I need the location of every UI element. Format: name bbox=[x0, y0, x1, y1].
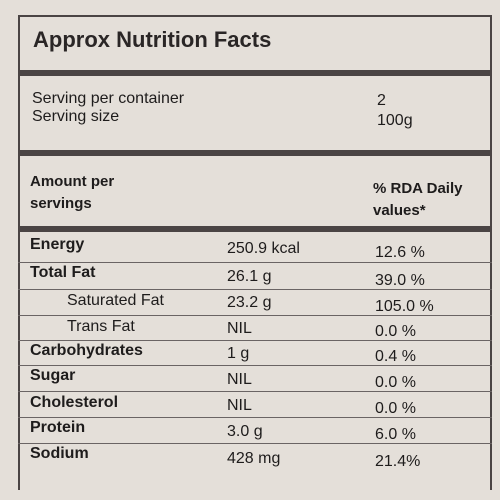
nutrient-name: Sodium bbox=[30, 445, 89, 462]
nutrient-name: Total Fat bbox=[30, 264, 96, 281]
nutrient-rda: 21.4% bbox=[375, 453, 421, 470]
nutrient-amount: NIL bbox=[227, 397, 252, 414]
nutrient-rda: 0.0 % bbox=[375, 400, 416, 417]
nutrient-name: Carbohydrates bbox=[30, 342, 143, 359]
amount-header-line1: Amount per bbox=[30, 173, 115, 190]
row-divider bbox=[18, 262, 492, 263]
amount-per-serving-header: Amount per servings bbox=[30, 171, 114, 215]
serving-size-label: Serving size bbox=[32, 108, 120, 125]
serving-per-container-value: 2 bbox=[377, 92, 386, 109]
label-frame bbox=[18, 15, 492, 490]
row-divider bbox=[18, 365, 492, 366]
nutrient-amount: 23.2 g bbox=[227, 294, 272, 311]
nutrient-amount: 26.1 g bbox=[227, 268, 272, 285]
nutrient-amount: 250.9 kcal bbox=[227, 240, 300, 257]
nutrient-name: Sugar bbox=[30, 367, 76, 384]
row-divider bbox=[18, 417, 492, 418]
nutrient-amount: NIL bbox=[227, 320, 252, 337]
nutrient-name: Energy bbox=[30, 236, 85, 253]
nutrient-rda: 6.0 % bbox=[375, 426, 416, 443]
nutrient-amount: 3.0 g bbox=[227, 423, 263, 440]
title-divider bbox=[18, 70, 492, 76]
nutrient-name: Cholesterol bbox=[30, 394, 119, 411]
rda-header-line2: values* bbox=[373, 202, 426, 219]
nutrient-amount: 1 g bbox=[227, 345, 250, 362]
nutrient-rda: 0.4 % bbox=[375, 348, 416, 365]
row-divider bbox=[18, 315, 492, 316]
serving-size-value: 100g bbox=[377, 112, 413, 129]
nutrient-name: Trans Fat bbox=[67, 318, 135, 335]
row-divider bbox=[18, 340, 492, 341]
nutrient-rda: 0.0 % bbox=[375, 323, 416, 340]
nutrient-rda: 0.0 % bbox=[375, 374, 416, 391]
serving-divider bbox=[18, 150, 492, 156]
nutrient-rda: 105.0 % bbox=[375, 298, 434, 315]
nutrient-amount: 428 mg bbox=[227, 450, 281, 467]
amount-header-line2: servings bbox=[30, 195, 92, 212]
header-divider bbox=[18, 226, 492, 232]
row-divider bbox=[18, 443, 492, 444]
row-divider bbox=[18, 391, 492, 392]
nutrient-name: Protein bbox=[30, 419, 86, 436]
rda-header: % RDA Daily values* bbox=[373, 178, 462, 222]
nutrition-title: Approx Nutrition Facts bbox=[33, 27, 272, 52]
nutrient-rda: 39.0 % bbox=[375, 272, 425, 289]
nutrient-amount: NIL bbox=[227, 371, 252, 388]
row-divider bbox=[18, 289, 492, 290]
nutrient-rda: 12.6 % bbox=[375, 244, 425, 261]
nutrient-name: Saturated Fat bbox=[67, 292, 164, 309]
serving-per-container-label: Serving per container bbox=[32, 90, 185, 107]
rda-header-line1: % RDA Daily bbox=[373, 180, 463, 197]
